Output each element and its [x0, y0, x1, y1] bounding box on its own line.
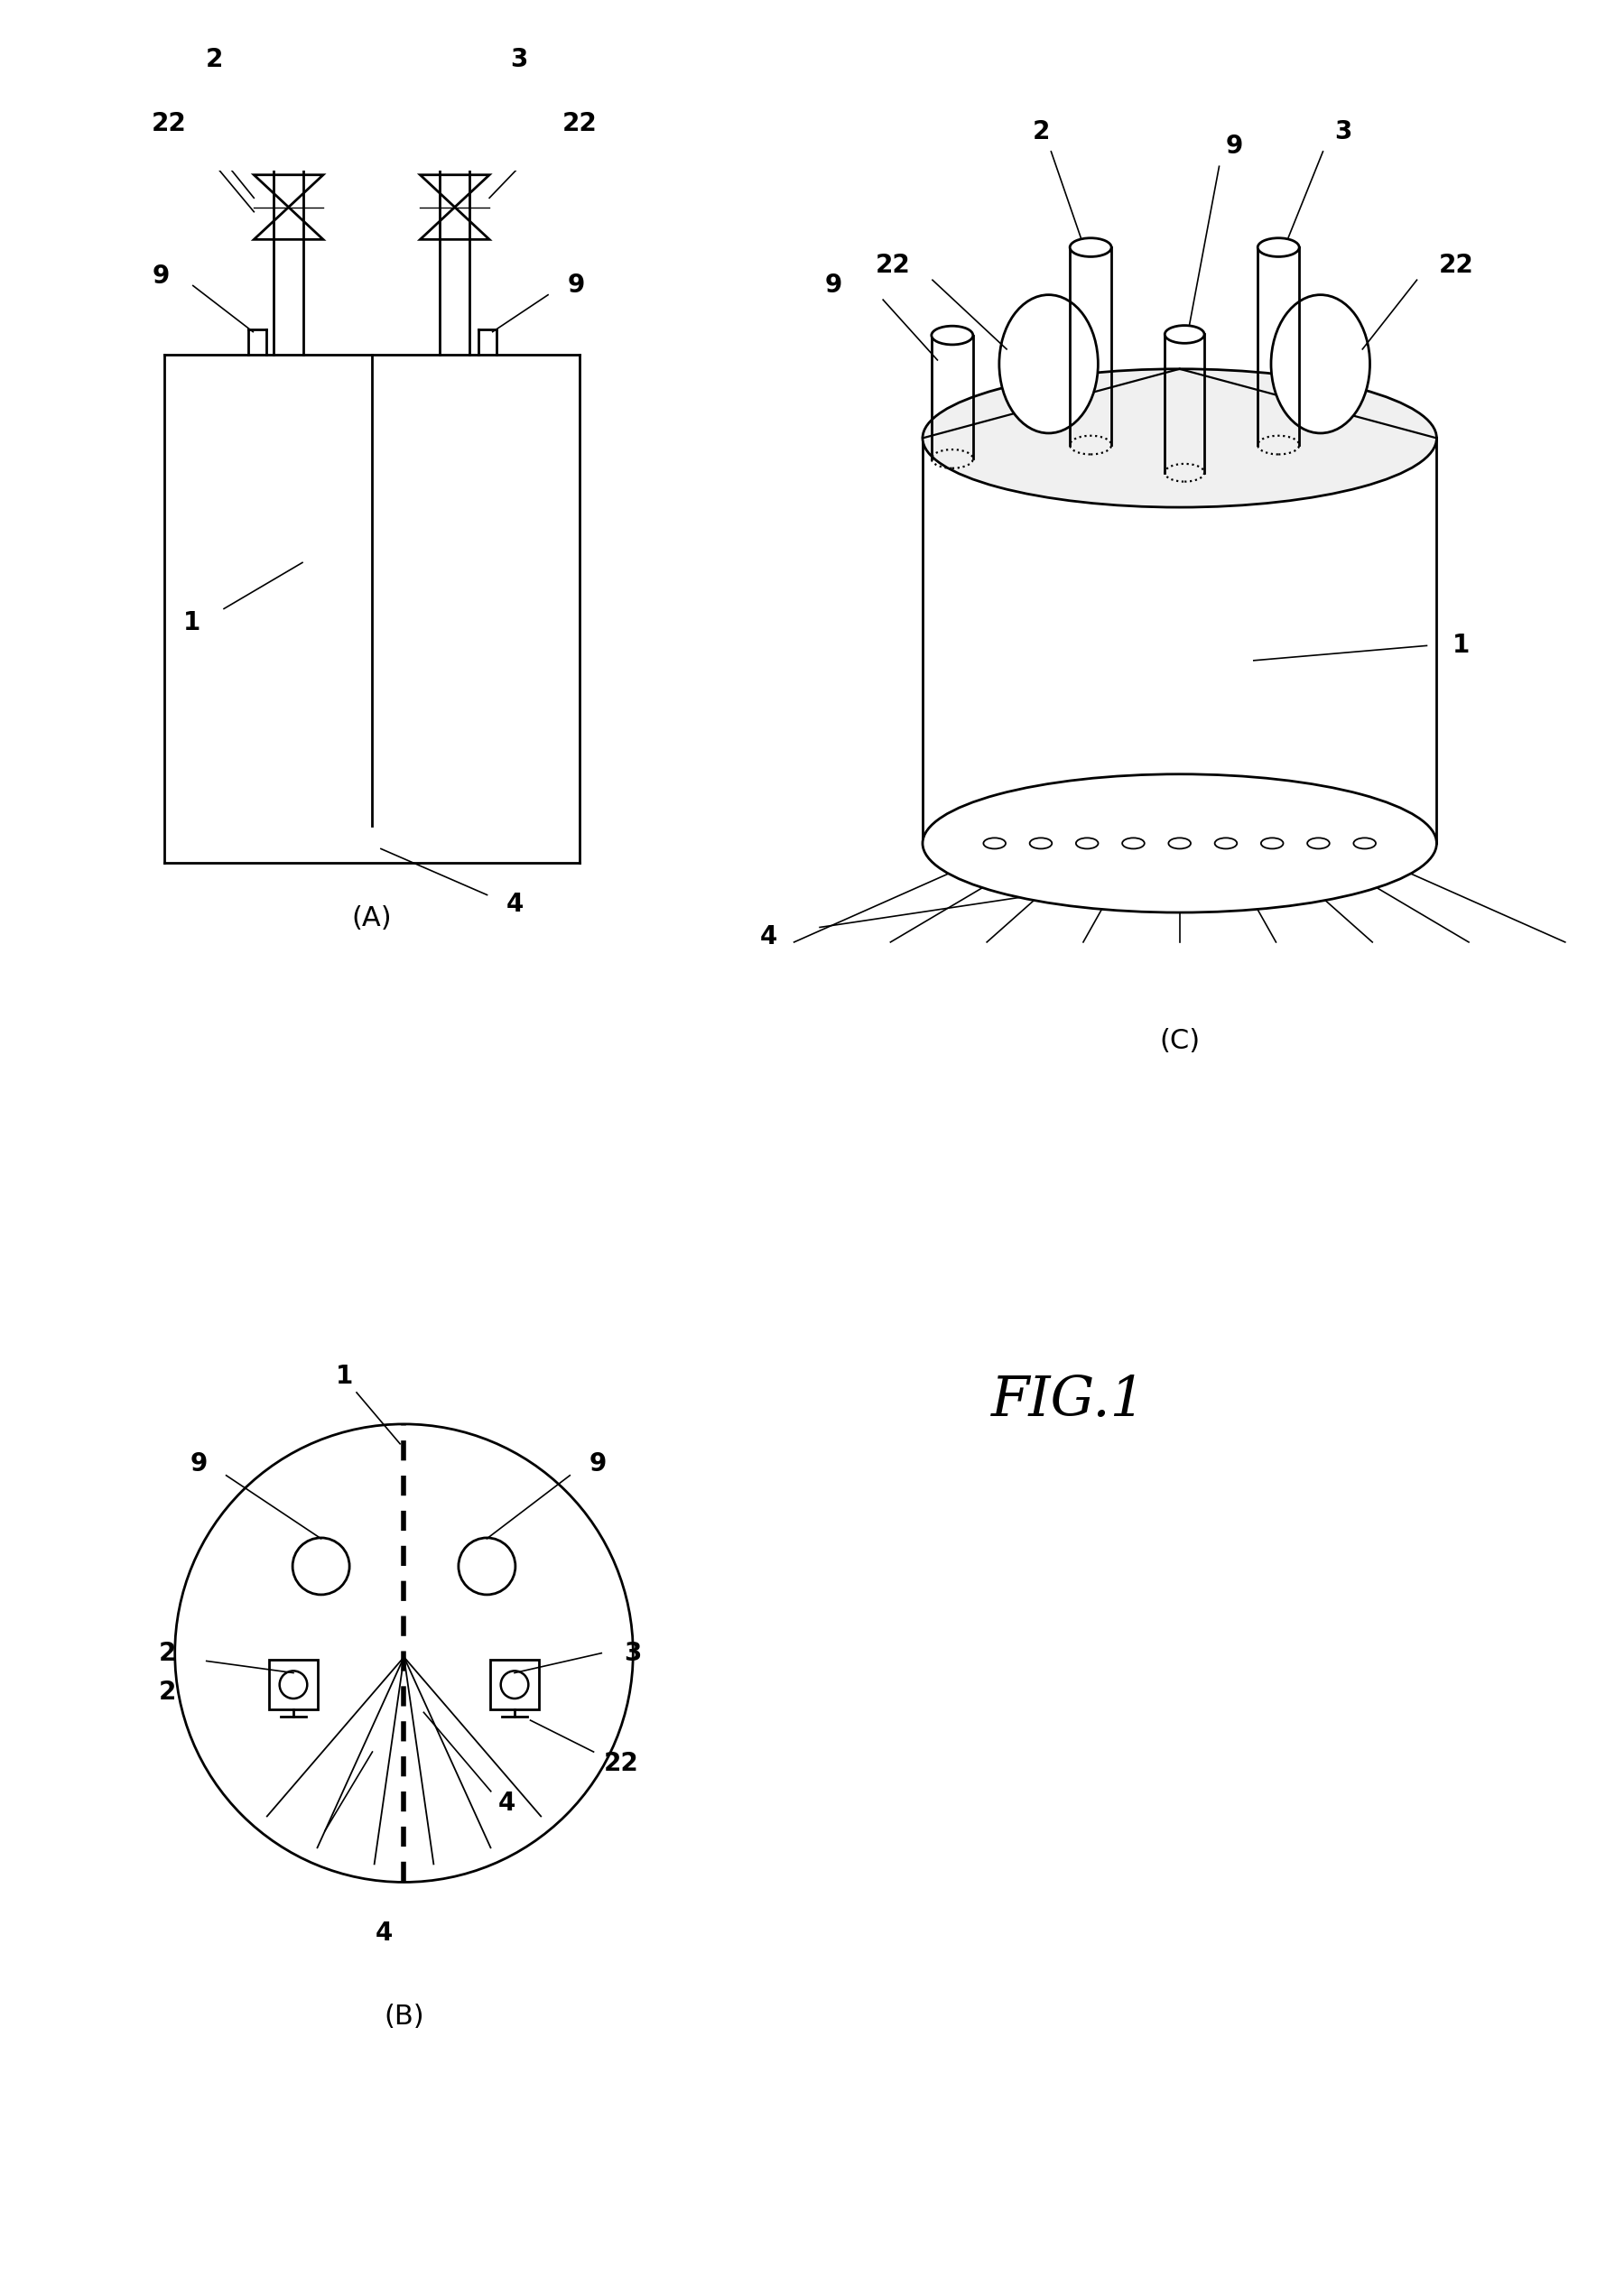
Text: 4: 4: [497, 1791, 515, 1816]
Text: 22: 22: [1437, 253, 1473, 278]
Text: 3: 3: [510, 46, 528, 71]
Text: 4: 4: [375, 1922, 392, 1947]
Ellipse shape: [922, 370, 1436, 507]
Text: 1: 1: [182, 611, 200, 636]
Text: (B): (B): [384, 2004, 423, 2030]
Ellipse shape: [1271, 294, 1370, 434]
Text: 1: 1: [336, 1364, 354, 1389]
Text: 9: 9: [1224, 133, 1242, 158]
Ellipse shape: [922, 774, 1436, 912]
Bar: [489, 1660, 539, 1711]
Text: 22: 22: [562, 113, 596, 138]
Text: 3: 3: [1334, 119, 1350, 145]
Text: 9: 9: [191, 1451, 207, 1476]
Polygon shape: [420, 174, 489, 207]
Text: 3: 3: [623, 1639, 641, 1667]
Text: 9: 9: [588, 1451, 606, 1476]
Ellipse shape: [1256, 239, 1298, 257]
Polygon shape: [420, 207, 489, 239]
Text: 22: 22: [150, 113, 186, 138]
Text: (C): (C): [1158, 1029, 1200, 1054]
Bar: [268, 1660, 318, 1711]
Text: 2: 2: [158, 1681, 176, 1706]
Ellipse shape: [930, 326, 972, 344]
Text: 22: 22: [604, 1752, 638, 1777]
Text: 4: 4: [505, 891, 523, 916]
Polygon shape: [254, 207, 323, 239]
Text: 9: 9: [152, 264, 170, 289]
Text: 9: 9: [567, 273, 585, 298]
Text: (A): (A): [352, 905, 391, 932]
Text: 9: 9: [825, 273, 841, 298]
Text: FIG.1: FIG.1: [990, 1373, 1145, 1428]
Polygon shape: [254, 174, 323, 207]
Text: 1: 1: [1452, 634, 1470, 659]
Ellipse shape: [1164, 326, 1203, 342]
Text: 4: 4: [759, 925, 777, 951]
Ellipse shape: [1069, 239, 1111, 257]
Text: 22: 22: [875, 253, 909, 278]
Ellipse shape: [998, 294, 1098, 434]
Text: 2: 2: [158, 1639, 176, 1667]
Text: 2: 2: [1032, 119, 1050, 145]
Text: 2: 2: [205, 46, 223, 71]
